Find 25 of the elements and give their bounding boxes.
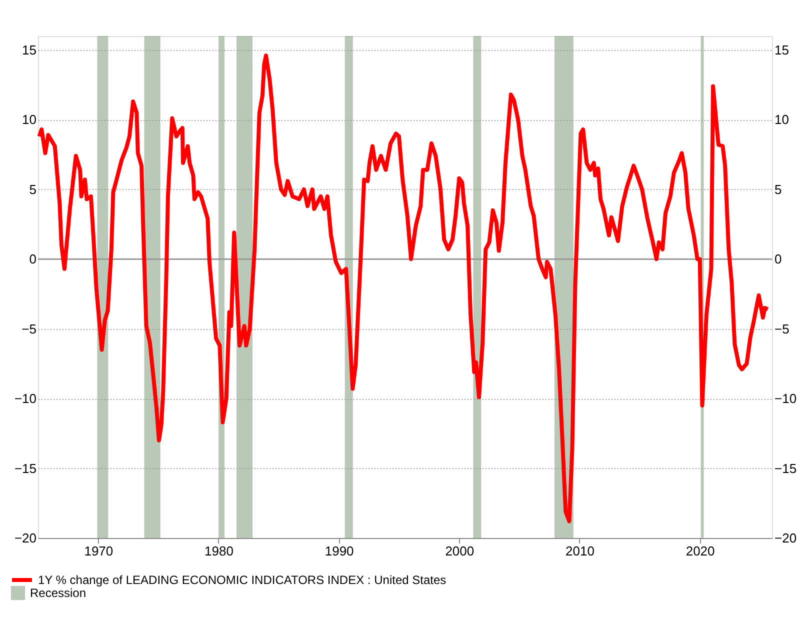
y-tick-label: 15 <box>22 42 36 58</box>
x-tick-label: 1970 <box>84 544 114 558</box>
y-tick-label: 0 <box>29 252 36 267</box>
y2-tick-label: −20 <box>774 530 797 546</box>
line-series <box>37 54 770 524</box>
y2-tick-label: −15 <box>774 460 797 476</box>
y-tick-label: 10 <box>22 112 36 128</box>
y2-tick-label: 5 <box>774 182 782 197</box>
y2-tick-label: 15 <box>774 42 789 58</box>
x-tick-label: 2000 <box>445 544 474 558</box>
x-tick-label: 2010 <box>566 544 594 558</box>
x-tick-label: 2020 <box>686 544 715 558</box>
y2-tick-label: 10 <box>774 112 789 128</box>
y2-tick-label: 0 <box>774 252 782 267</box>
y2-tick-label: −5 <box>774 321 790 336</box>
y2-tick-label: −10 <box>774 391 797 406</box>
legend-label: Recession <box>30 586 86 600</box>
x-tick-label: 1980 <box>204 544 234 558</box>
y-tick-label: −5 <box>22 321 36 336</box>
y-tick-label: 5 <box>29 182 36 197</box>
y-tick-label: −20 <box>14 530 36 546</box>
y-tick-label: −15 <box>14 460 36 476</box>
legend-label: 1Y % change of LEADING ECONOMIC INDICATORS INDEX : United States <box>38 573 446 587</box>
y-tick-label: −10 <box>14 391 36 406</box>
x-tick-label: 1990 <box>324 544 354 558</box>
